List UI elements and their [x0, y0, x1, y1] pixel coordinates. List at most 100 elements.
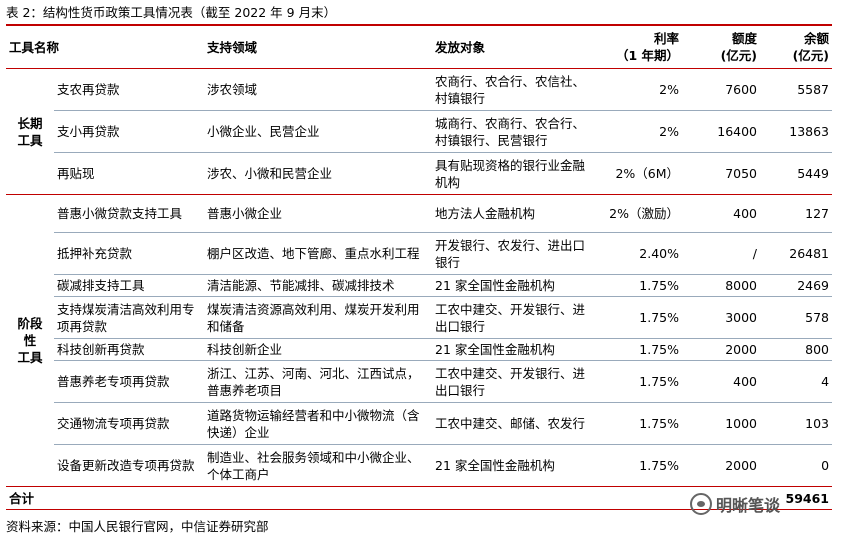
group-stage: 阶段 性 工具 [6, 194, 54, 487]
cell-target: 地方法人金融机构 [432, 194, 597, 233]
cell-target: 21 家全国性金融机构 [432, 274, 597, 297]
cell-field: 清洁能源、节能减排、碳减排技术 [204, 274, 433, 297]
cell-balance: 103 [760, 402, 833, 445]
header-balance: 余额 (亿元) [760, 24, 833, 69]
table-row: 支持煤炭清洁高效利用专项再贷款 煤炭清洁资源高效利用、煤炭开发利用和储备 工农中… [6, 296, 833, 339]
table-row: 再贴现 涉农、小微和民营企业 具有贴现资格的银行业金融机构 2%（6M） 705… [6, 152, 833, 195]
cell-balance: 5587 [760, 68, 833, 111]
cell-balance: 13863 [760, 110, 833, 153]
cell-name: 再贴现 [54, 152, 205, 195]
cell-balance: 0 [760, 444, 833, 487]
cell-name: 支持煤炭清洁高效利用专项再贷款 [54, 296, 205, 339]
cell-field: 小微企业、民营企业 [204, 110, 433, 153]
cell-rate: 1.75% [596, 402, 683, 445]
cell-field: 涉农领域 [204, 68, 433, 111]
cell-balance: 26481 [760, 232, 833, 275]
table-row: 科技创新再贷款 科技创新企业 21 家全国性金融机构 1.75% 2000 80… [6, 338, 833, 361]
cell-rate: 2% [596, 68, 683, 111]
header-quota-line1: 额度 [732, 31, 758, 46]
header-tool-name: 工具名称 [6, 24, 205, 69]
cell-rate: 1.75% [596, 444, 683, 487]
source-note: 资料来源：中国人民银行官网，中信证券研究部 [6, 519, 269, 534]
table-row: 支小再贷款 小微企业、民营企业 城商行、农商行、农合行、村镇银行、民营银行 2%… [6, 110, 833, 153]
cell-quota: 3000 [682, 296, 761, 339]
cell-field: 涉农、小微和民营企业 [204, 152, 433, 195]
header-row: 工具名称 支持领域 发放对象 利率 （1 年期） 额度 (亿元) 余额 (亿元) [6, 24, 833, 69]
cell-balance: 5449 [760, 152, 833, 195]
table-row: 长期 工具 支农再贷款 涉农领域 农商行、农合行、农信社、村镇银行 2% 760… [6, 68, 833, 195]
cell-name: 抵押补充贷款 [54, 232, 205, 275]
cell-quota: 8000 [682, 274, 761, 297]
cell-target: 具有贴现资格的银行业金融机构 [432, 152, 597, 195]
cell-name: 支农再贷款 [54, 68, 205, 111]
cell-quota: 400 [682, 194, 761, 233]
header-rate: 利率 （1 年期） [596, 24, 683, 69]
cell-quota: 2000 [682, 338, 761, 361]
cell-rate: 1.75% [596, 338, 683, 361]
wechat-icon [690, 493, 712, 515]
cell-balance: 2469 [760, 274, 833, 297]
cell-quota: 1000 [682, 402, 761, 445]
table-row: 阶段 性 工具 普惠小微贷款支持工具 普惠小微企业 地方法人金融机构 2%（激励… [6, 194, 833, 487]
group-long-term: 长期 工具 [6, 68, 54, 195]
table-row: 碳减排支持工具 清洁能源、节能减排、碳减排技术 21 家全国性金融机构 1.75… [6, 274, 833, 297]
cell-balance: 4 [760, 360, 833, 403]
cell-rate: 2.40% [596, 232, 683, 275]
cell-balance: 578 [760, 296, 833, 339]
cell-field: 棚户区改造、地下管廊、重点水利工程 [204, 232, 433, 275]
cell-target: 工农中建交、开发银行、进出口银行 [432, 296, 597, 339]
cell-target: 工农中建交、邮储、农发行 [432, 402, 597, 445]
cell-target: 21 家全国性金融机构 [432, 444, 597, 487]
header-rate-line1: 利率 [654, 31, 680, 46]
header-quota-line2: (亿元) [720, 48, 758, 63]
header-balance-line2: (亿元) [792, 48, 830, 63]
cell-rate: 2% [596, 110, 683, 153]
cell-name: 科技创新再贷款 [54, 338, 205, 361]
cell-field: 道路货物运输经营者和中小微物流（含快递）企业 [204, 402, 433, 445]
header-balance-line1: 余额 [804, 31, 830, 46]
cell-quota: 7600 [682, 68, 761, 111]
cell-quota: 16400 [682, 110, 761, 153]
cell-balance: 800 [760, 338, 833, 361]
cell-target: 21 家全国性金融机构 [432, 338, 597, 361]
cell-quota: 400 [682, 360, 761, 403]
cell-quota: 2000 [682, 444, 761, 487]
table-row: 交通物流专项再贷款 道路货物运输经营者和中小微物流（含快递）企业 工农中建交、邮… [6, 402, 833, 445]
cell-target: 开发银行、农发行、进出口银行 [432, 232, 597, 275]
cell-rate: 1.75% [596, 360, 683, 403]
cell-field: 普惠小微企业 [204, 194, 433, 233]
total-label: 合计 [6, 486, 761, 510]
cell-field: 浙江、江苏、河南、河北、江西试点，普惠养老项目 [204, 360, 433, 403]
cell-name: 普惠小微贷款支持工具 [54, 194, 205, 233]
cell-balance: 127 [760, 194, 833, 233]
cell-target: 城商行、农商行、农合行、村镇银行、民营银行 [432, 110, 597, 153]
header-support-field: 支持领域 [204, 24, 433, 69]
cell-rate: 2%（激励） [596, 194, 683, 233]
cell-name: 碳减排支持工具 [54, 274, 205, 297]
total-row: 合计 59461 [6, 486, 833, 510]
header-target: 发放对象 [432, 24, 597, 69]
cell-name: 支小再贷款 [54, 110, 205, 153]
cell-name: 交通物流专项再贷款 [54, 402, 205, 445]
table-row: 普惠养老专项再贷款 浙江、江苏、河南、河北、江西试点，普惠养老项目 工农中建交、… [6, 360, 833, 403]
watermark: 明晰笔谈 [690, 492, 780, 516]
watermark-text: 明晰笔谈 [716, 496, 781, 515]
header-quota: 额度 (亿元) [682, 24, 761, 69]
table-row: 设备更新改造专项再贷款 制造业、社会服务领域和中小微企业、个体工商户 21 家全… [6, 444, 833, 487]
cell-rate: 1.75% [596, 274, 683, 297]
cell-field: 科技创新企业 [204, 338, 433, 361]
cell-target: 工农中建交、开发银行、进出口银行 [432, 360, 597, 403]
cell-field: 煤炭清洁资源高效利用、煤炭开发利用和储备 [204, 296, 433, 339]
total-balance: 59461 [760, 486, 833, 510]
cell-rate: 1.75% [596, 296, 683, 339]
cell-quota: 7050 [682, 152, 761, 195]
cell-quota: / [682, 232, 761, 275]
structural-monetary-tools-table: 工具名称 支持领域 发放对象 利率 （1 年期） 额度 (亿元) 余额 (亿元)… [6, 24, 833, 510]
cell-target: 农商行、农合行、农信社、村镇银行 [432, 68, 597, 111]
cell-field: 制造业、社会服务领域和中小微企业、个体工商户 [204, 444, 433, 487]
cell-rate: 2%（6M） [596, 152, 683, 195]
table-row: 抵押补充贷款 棚户区改造、地下管廊、重点水利工程 开发银行、农发行、进出口银行 … [6, 232, 833, 275]
cell-name: 普惠养老专项再贷款 [54, 360, 205, 403]
table-caption: 表 2：结构性货币政策工具情况表（截至 2022 年 9 月末） [6, 5, 337, 20]
cell-name: 设备更新改造专项再贷款 [54, 444, 205, 487]
